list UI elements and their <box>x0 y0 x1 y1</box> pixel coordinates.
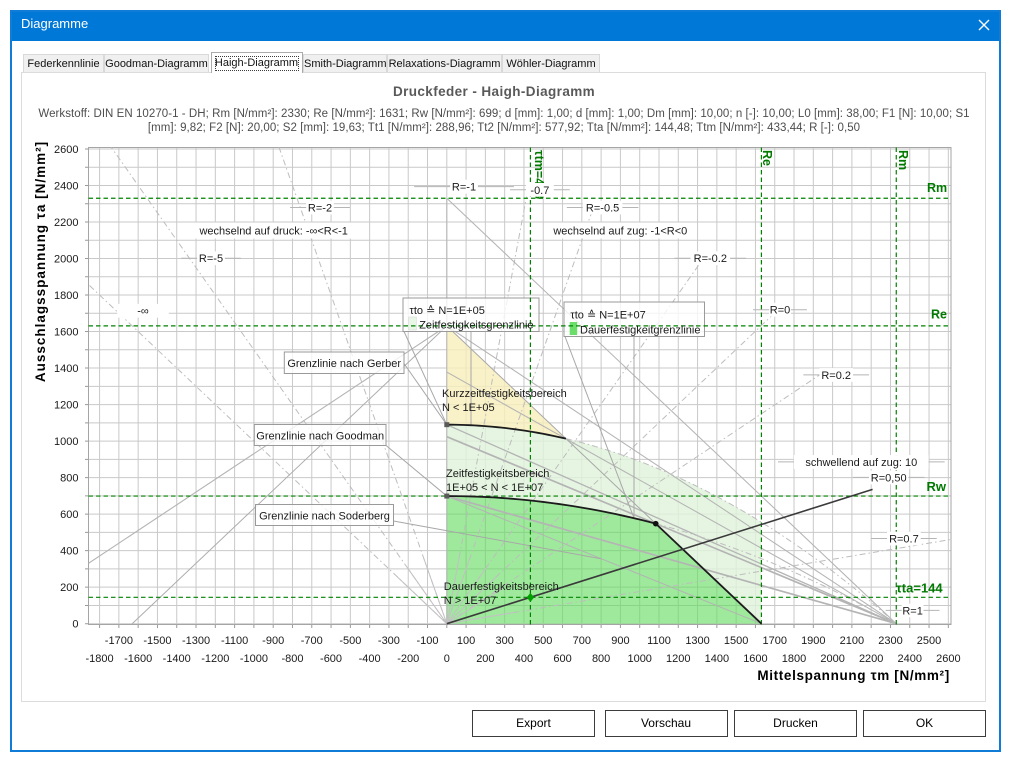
svg-text:schwellend auf zug: 10: schwellend auf zug: 10 <box>805 457 917 469</box>
svg-text:1500: 1500 <box>724 635 748 647</box>
svg-text:1900: 1900 <box>801 635 825 647</box>
svg-text:0: 0 <box>444 653 450 665</box>
svg-text:Dauerfestigkeitsbereich: Dauerfestigkeitsbereich <box>444 581 559 593</box>
svg-text:Kurzzeitfestigkeitsbereich: Kurzzeitfestigkeitsbereich <box>442 388 567 400</box>
svg-text:1800: 1800 <box>54 290 78 302</box>
svg-text:R=-0.5: R=-0.5 <box>586 202 619 214</box>
svg-text:R=-0.2: R=-0.2 <box>694 253 727 265</box>
svg-text:-400: -400 <box>359 653 381 665</box>
svg-text:1200: 1200 <box>666 653 690 665</box>
svg-text:R=-1: R=-1 <box>452 182 476 194</box>
svg-text:-1500: -1500 <box>143 635 171 647</box>
svg-text:2600: 2600 <box>936 653 960 665</box>
svg-text:-1200: -1200 <box>201 653 229 665</box>
svg-text:2300: 2300 <box>878 635 902 647</box>
svg-text:Rm: Rm <box>927 181 947 195</box>
svg-text:Zeitfestigkeitsbereich: Zeitfestigkeitsbereich <box>446 468 549 480</box>
svg-text:-200: -200 <box>397 653 419 665</box>
svg-text:Re: Re <box>760 150 774 166</box>
svg-text:-1100: -1100 <box>221 635 248 647</box>
svg-text:600: 600 <box>553 653 571 665</box>
svg-text:R=0,50: R=0,50 <box>871 472 907 484</box>
svg-text:N < 1E+05: N < 1E+05 <box>442 402 495 414</box>
svg-text:1600: 1600 <box>743 653 767 665</box>
svg-text:1300: 1300 <box>685 635 709 647</box>
svg-text:1400: 1400 <box>54 363 78 375</box>
svg-text:600: 600 <box>60 509 78 521</box>
svg-text:2400: 2400 <box>54 180 78 192</box>
svg-text:R=0.2: R=0.2 <box>821 370 851 382</box>
svg-text:200: 200 <box>60 582 78 594</box>
svg-text:Zeitfestigkeitsgrenzlinie: Zeitfestigkeitsgrenzlinie <box>419 320 533 332</box>
svg-text:2000: 2000 <box>54 254 78 266</box>
svg-text:1000: 1000 <box>627 653 651 665</box>
svg-text:τto ≙ N=1E+07: τto ≙ N=1E+07 <box>570 310 645 322</box>
svg-text:-1700: -1700 <box>105 635 133 647</box>
svg-text:-1400: -1400 <box>163 653 191 665</box>
svg-text:N > 1E+07: N > 1E+07 <box>444 595 497 607</box>
svg-text:2200: 2200 <box>54 217 78 229</box>
svg-text:R=-5: R=-5 <box>199 253 223 265</box>
svg-text:2000: 2000 <box>820 653 844 665</box>
svg-text:τta=144: τta=144 <box>896 581 943 596</box>
svg-text:R=0: R=0 <box>770 305 791 317</box>
svg-text:-1000: -1000 <box>240 653 268 665</box>
svg-text:wechselnd auf zug: -1<R<0: wechselnd auf zug: -1<R<0 <box>552 226 687 238</box>
svg-text:900: 900 <box>611 635 629 647</box>
svg-text:Rm: Rm <box>896 150 910 170</box>
svg-text:-1600: -1600 <box>124 653 152 665</box>
svg-text:Grenzlinie nach Gerber: Grenzlinie nach Gerber <box>287 358 401 370</box>
svg-text:-900: -900 <box>262 635 284 647</box>
svg-text:2500: 2500 <box>917 635 941 647</box>
svg-text:1700: 1700 <box>762 635 786 647</box>
svg-text:1E+05 < N < 1E+07: 1E+05 < N < 1E+07 <box>446 482 543 494</box>
svg-text:1200: 1200 <box>54 400 78 412</box>
svg-text:1800: 1800 <box>782 653 806 665</box>
svg-text:2100: 2100 <box>840 635 864 647</box>
svg-text:1100: 1100 <box>647 635 671 647</box>
svg-text:200: 200 <box>476 653 494 665</box>
svg-text:-600: -600 <box>320 653 342 665</box>
svg-text:R=0.7: R=0.7 <box>889 533 919 545</box>
svg-text:1600: 1600 <box>54 327 78 339</box>
svg-text:Mittelspannung τm [N/mm²]: Mittelspannung τm [N/mm²] <box>757 668 950 683</box>
svg-text:-700: -700 <box>301 635 323 647</box>
svg-text:300: 300 <box>495 635 513 647</box>
svg-text:800: 800 <box>60 473 78 485</box>
svg-text:Dauerfestigkeitgrenzlinie: Dauerfestigkeitgrenzlinie <box>580 325 700 337</box>
svg-text:2400: 2400 <box>898 653 922 665</box>
svg-text:100: 100 <box>457 635 475 647</box>
svg-text:-∞: -∞ <box>137 306 149 318</box>
svg-text:-100: -100 <box>416 635 438 647</box>
svg-text:R=1: R=1 <box>902 605 923 617</box>
svg-text:-300: -300 <box>378 635 400 647</box>
svg-text:Ausschlagsspannung τa [N/mm²]: Ausschlagsspannung τa [N/mm²] <box>33 141 48 382</box>
svg-text:Grenzlinie nach Soderberg: Grenzlinie nach Soderberg <box>259 511 390 523</box>
svg-text:800: 800 <box>592 653 610 665</box>
svg-text:0: 0 <box>72 619 78 631</box>
svg-text:500: 500 <box>534 635 552 647</box>
svg-text:-500: -500 <box>339 635 361 647</box>
svg-text:Rw: Rw <box>927 479 947 494</box>
svg-text:1400: 1400 <box>705 653 729 665</box>
svg-text:Grenzlinie nach Goodman: Grenzlinie nach Goodman <box>256 431 384 443</box>
svg-text:-0.7: -0.7 <box>530 185 549 197</box>
svg-text:400: 400 <box>60 546 78 558</box>
svg-text:2200: 2200 <box>859 653 883 665</box>
svg-text:Re: Re <box>931 308 947 322</box>
svg-text:wechselnd auf druck: -∞<R<-1: wechselnd auf druck: -∞<R<-1 <box>198 226 347 238</box>
svg-text:400: 400 <box>515 653 533 665</box>
svg-text:-1800: -1800 <box>86 653 114 665</box>
svg-text:2600: 2600 <box>54 144 78 156</box>
svg-text:700: 700 <box>573 635 591 647</box>
svg-text:R=-2: R=-2 <box>308 202 332 214</box>
svg-text:1000: 1000 <box>54 436 78 448</box>
svg-text:-800: -800 <box>281 653 303 665</box>
svg-text:-1300: -1300 <box>182 635 210 647</box>
svg-text:τto ≙ N=1E+05: τto ≙ N=1E+05 <box>410 305 485 317</box>
